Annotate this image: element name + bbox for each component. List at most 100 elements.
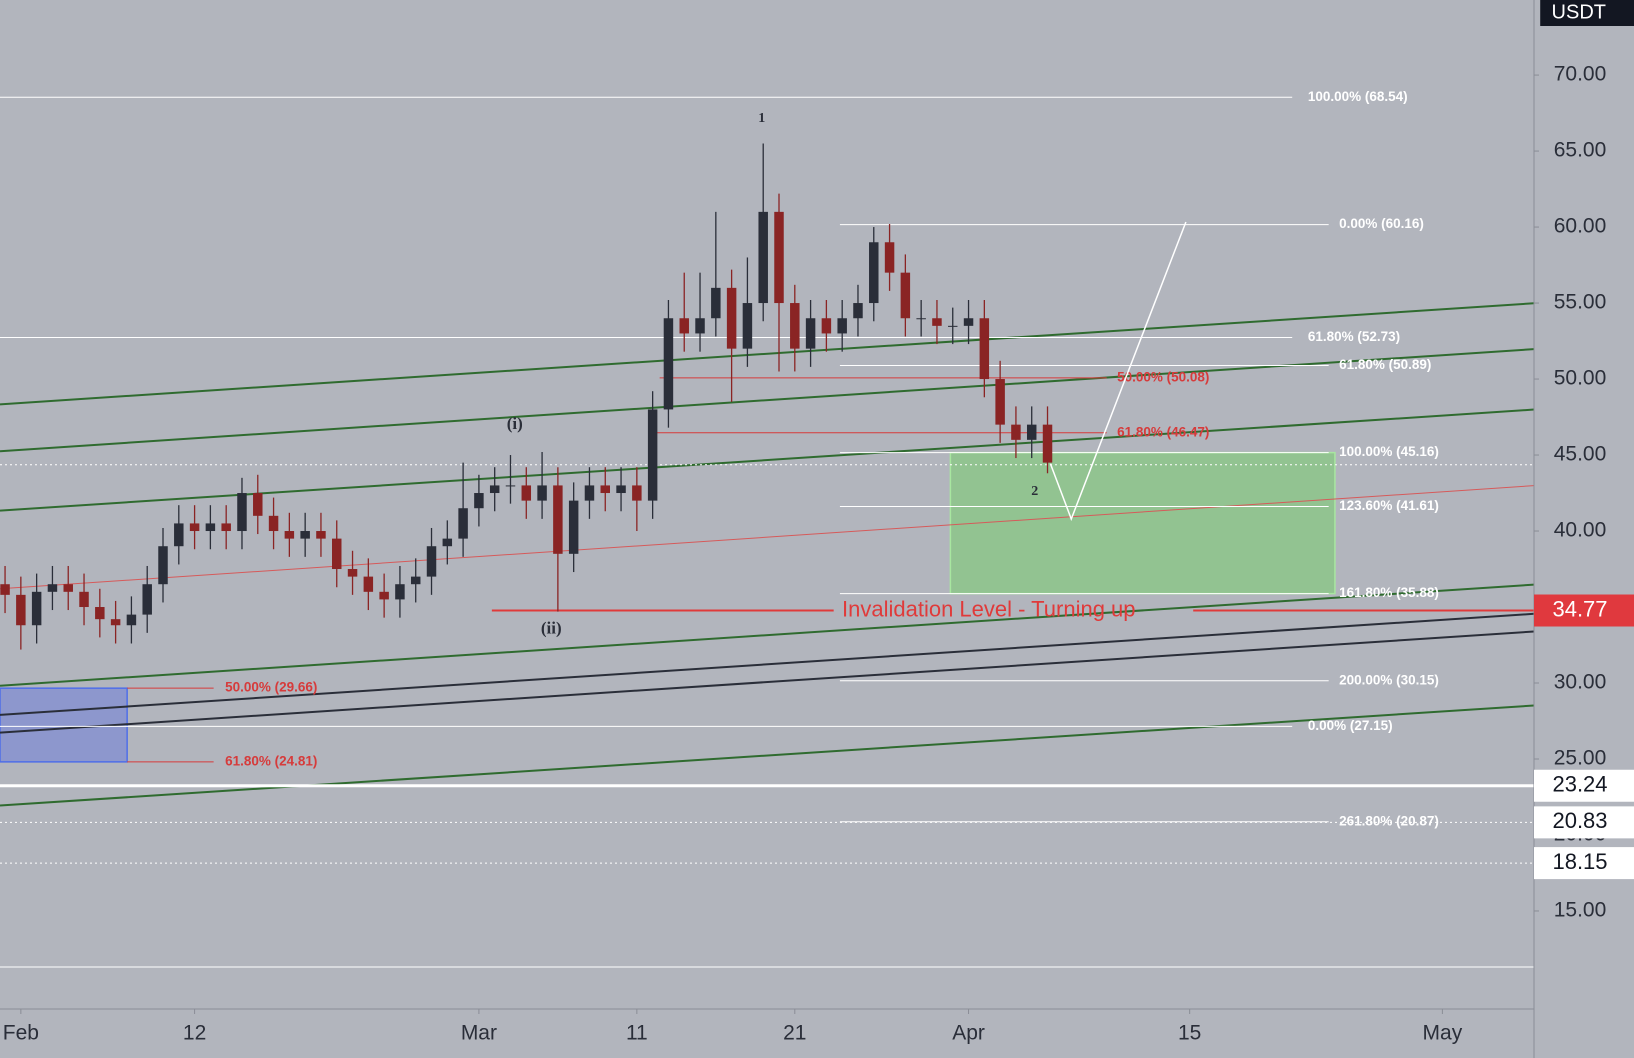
candle-body bbox=[805, 318, 816, 349]
candle-body bbox=[679, 318, 689, 334]
price-badge-label: 23.24 bbox=[1552, 772, 1607, 797]
trend-line bbox=[0, 583, 1535, 687]
price-badge bbox=[1534, 806, 1634, 839]
fib-label: 61.80% (46.47) bbox=[1117, 424, 1209, 439]
candle-body bbox=[31, 591, 42, 626]
candle-body bbox=[95, 607, 105, 620]
trend-line bbox=[0, 612, 1535, 716]
candle-body bbox=[869, 242, 879, 304]
fib-label: 50.00% (29.66) bbox=[225, 680, 317, 695]
candle-body bbox=[758, 211, 768, 304]
fib-label: 161.80% (35.88) bbox=[1339, 585, 1439, 600]
trend-line bbox=[0, 302, 1535, 406]
fib-label: 50.00% (50.08) bbox=[1117, 369, 1209, 384]
candle-body bbox=[995, 379, 1005, 425]
candle-body bbox=[1042, 424, 1053, 463]
y-tick-label: 60.00 bbox=[1554, 215, 1607, 238]
candle-body bbox=[853, 303, 863, 319]
candle-body bbox=[695, 318, 705, 334]
candle-body bbox=[332, 538, 342, 570]
target-zone bbox=[949, 451, 1336, 595]
candle-body bbox=[616, 485, 626, 494]
y-tick-label: 55.00 bbox=[1554, 291, 1607, 314]
candle-body bbox=[47, 584, 58, 592]
candle-body bbox=[711, 287, 721, 319]
x-tick-label: 12 bbox=[183, 1022, 206, 1045]
candle-body bbox=[663, 318, 674, 410]
y-tick-label: 65.00 bbox=[1554, 139, 1607, 162]
candle-body bbox=[489, 485, 500, 494]
price-badge bbox=[1534, 594, 1634, 627]
price-badge bbox=[1534, 769, 1634, 802]
wave-label: (ii) bbox=[541, 618, 562, 637]
fib-label: 200.00% (30.15) bbox=[1339, 672, 1439, 687]
price-badge-label: 34.77 bbox=[1552, 596, 1607, 621]
candle-body bbox=[158, 546, 168, 585]
y-tick-label: 45.00 bbox=[1554, 443, 1607, 466]
candle-body bbox=[932, 318, 942, 326]
candle-body bbox=[632, 485, 642, 501]
candle-body bbox=[284, 531, 295, 539]
candle-body bbox=[916, 318, 926, 320]
x-tick-label: Feb bbox=[3, 1022, 39, 1045]
wave-label: 2 bbox=[1031, 484, 1038, 499]
y-tick-label: 50.00 bbox=[1554, 367, 1607, 390]
candle-body bbox=[584, 485, 595, 501]
candle-body bbox=[505, 485, 516, 487]
candle-body bbox=[300, 531, 310, 539]
candle-body bbox=[347, 569, 358, 577]
price-badge bbox=[1534, 847, 1634, 880]
candle-body bbox=[63, 584, 73, 592]
candle-body bbox=[395, 584, 405, 600]
candle-body bbox=[742, 303, 753, 349]
candle-body bbox=[110, 619, 121, 626]
candle-body bbox=[1011, 424, 1021, 440]
fib-label: 61.80% (50.89) bbox=[1339, 357, 1431, 372]
fib-label: 123.60% (41.61) bbox=[1339, 498, 1439, 513]
candle-body bbox=[189, 523, 200, 532]
candle-body bbox=[221, 523, 231, 532]
trend-line bbox=[0, 348, 1535, 453]
time-axis-bg bbox=[0, 1009, 1534, 1058]
candle-body bbox=[790, 303, 800, 349]
trend-line bbox=[0, 485, 1534, 590]
trend-line bbox=[0, 630, 1535, 734]
candle-body bbox=[442, 538, 453, 547]
y-tick-label: 30.00 bbox=[1554, 671, 1607, 694]
candle-body bbox=[979, 318, 990, 380]
candle-body bbox=[16, 594, 26, 626]
candle-body bbox=[884, 242, 895, 273]
candle-body bbox=[726, 287, 737, 349]
candle-body bbox=[79, 591, 89, 608]
candle-body bbox=[379, 591, 389, 600]
x-tick-label: 11 bbox=[626, 1022, 648, 1045]
fib-label: 0.00% (60.16) bbox=[1339, 216, 1424, 231]
candle-body bbox=[537, 485, 547, 501]
candle-body bbox=[521, 485, 532, 501]
x-tick-label: 21 bbox=[783, 1022, 806, 1045]
candle-body bbox=[600, 485, 610, 494]
wave-label: 1 bbox=[758, 111, 765, 126]
currency-label: USDT bbox=[1552, 1, 1606, 23]
x-tick-label: Apr bbox=[952, 1022, 985, 1045]
candle-body bbox=[774, 211, 784, 304]
candle-body bbox=[205, 523, 216, 532]
currency-badge bbox=[1540, 0, 1634, 26]
candle-body bbox=[647, 409, 658, 501]
x-tick-label: May bbox=[1423, 1022, 1463, 1045]
candle-body bbox=[948, 325, 958, 327]
candle-body bbox=[363, 576, 374, 592]
price-axis-bg bbox=[1534, 0, 1634, 1058]
fib-label: 261.80% (20.87) bbox=[1339, 813, 1439, 828]
candle-body bbox=[458, 508, 468, 539]
fib-label: 61.80% (52.73) bbox=[1308, 329, 1400, 344]
x-tick-label: 15 bbox=[1178, 1022, 1201, 1045]
y-tick-label: 15.00 bbox=[1554, 899, 1607, 922]
wave-label: (i) bbox=[507, 414, 523, 433]
x-tick-label: Mar bbox=[461, 1022, 497, 1045]
candle-body bbox=[553, 485, 563, 554]
candle-body bbox=[821, 318, 832, 334]
candle-body bbox=[426, 546, 437, 577]
y-tick-label: 25.00 bbox=[1554, 747, 1607, 770]
